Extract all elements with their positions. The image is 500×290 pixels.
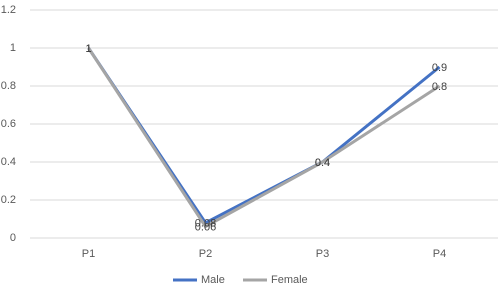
- data-label: 0.8: [432, 81, 447, 93]
- legend-label: Male: [201, 274, 225, 286]
- legend-label: Female: [271, 274, 308, 286]
- x-tick-label: P4: [433, 248, 446, 260]
- data-label: 0.08: [195, 218, 216, 230]
- y-tick-label: 1.2: [1, 4, 16, 16]
- data-label: 0.06: [195, 222, 216, 234]
- x-tick-label: P1: [82, 248, 95, 260]
- data-label: 1: [85, 43, 91, 55]
- series-line: [87, 47, 441, 225]
- y-tick-label: 0.4: [1, 156, 16, 168]
- data-label: 0.4: [315, 157, 330, 169]
- data-label: 0.9: [432, 62, 447, 74]
- y-tick-label: 1: [10, 42, 16, 54]
- y-tick-label: 0.8: [1, 80, 16, 92]
- x-tick-label: P3: [316, 248, 329, 260]
- y-tick-label: 0.2: [1, 194, 16, 206]
- y-tick-label: 0: [10, 232, 16, 244]
- data-label: 1: [85, 43, 91, 55]
- y-tick-label: 0.6: [1, 118, 16, 130]
- x-tick-label: P2: [199, 248, 212, 260]
- data-label: 0.4: [315, 157, 330, 169]
- series-line: [87, 47, 441, 229]
